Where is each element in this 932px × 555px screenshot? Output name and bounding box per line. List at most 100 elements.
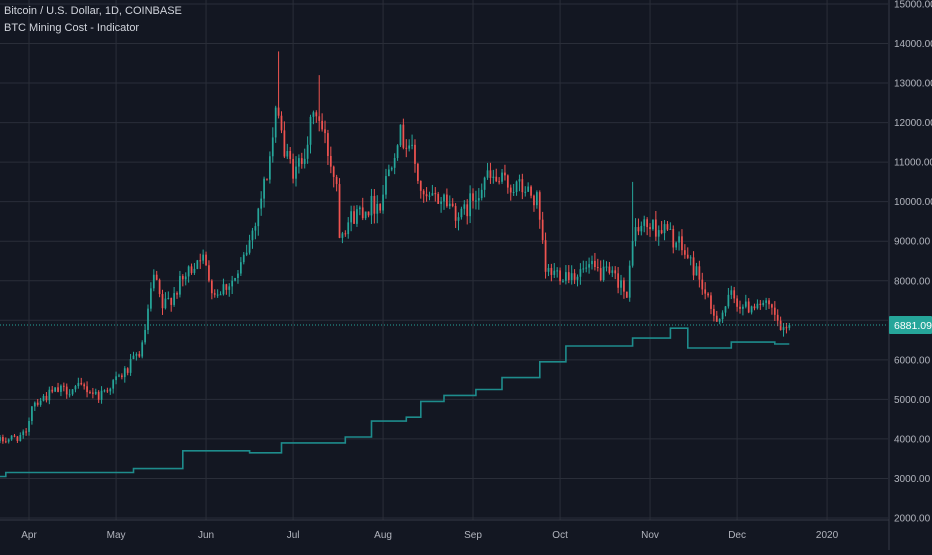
candle-body — [187, 266, 190, 277]
candle-body — [710, 295, 712, 309]
candle-body — [573, 273, 576, 280]
candle-body — [358, 207, 361, 210]
candle-body — [115, 376, 117, 381]
candle-body — [724, 306, 727, 313]
candle-body — [704, 289, 707, 294]
candle-body — [419, 180, 422, 191]
candle-body — [460, 208, 463, 218]
candle-body — [663, 224, 666, 234]
candle-body — [205, 254, 207, 266]
candle-body — [411, 144, 413, 146]
candle-body — [623, 280, 625, 292]
candle-body — [167, 297, 170, 299]
candle-body — [628, 265, 631, 298]
candle-body — [62, 385, 65, 387]
candle-body — [646, 219, 649, 228]
candle-body — [219, 294, 222, 296]
candle-body — [625, 291, 628, 298]
candle-body — [640, 225, 643, 232]
candle-body — [129, 359, 132, 373]
candle-body — [605, 266, 608, 268]
candle-body — [277, 107, 280, 116]
candle-body — [48, 389, 51, 401]
candle-body — [234, 278, 236, 281]
candle-body — [614, 270, 617, 274]
candle-body — [652, 219, 654, 230]
candle-body — [649, 227, 651, 230]
x-tick-label: Jun — [198, 530, 214, 541]
candle-body — [213, 293, 216, 295]
candle-body — [707, 293, 709, 296]
x-tick-label: Oct — [552, 530, 568, 541]
candle-body — [344, 233, 347, 235]
candle-body — [506, 175, 509, 188]
candle-body — [727, 294, 730, 307]
candle-body — [77, 382, 80, 387]
candle-body — [692, 257, 695, 276]
candle-body — [556, 270, 559, 272]
candle-body — [675, 242, 678, 248]
y-tick-label: 13000.00 — [894, 79, 932, 90]
candle-body — [51, 389, 54, 392]
candle-body — [686, 254, 689, 258]
candle-body — [286, 151, 289, 157]
candle-body — [637, 227, 640, 232]
candle-body — [42, 395, 45, 401]
candle-body — [10, 435, 13, 440]
candle-body — [544, 240, 547, 272]
candle-body — [588, 264, 590, 268]
candle-body — [31, 406, 33, 421]
candle-body — [681, 236, 683, 251]
candle-body — [773, 307, 776, 315]
candle-body — [298, 158, 300, 167]
candle-body — [446, 194, 448, 207]
candle-body — [361, 207, 364, 219]
candle-body — [91, 392, 94, 394]
x-tick-label: Sep — [464, 530, 482, 541]
candle-body — [396, 145, 399, 158]
candle-body — [718, 319, 721, 322]
candle-body — [138, 354, 141, 357]
candle-body — [454, 206, 457, 221]
candle-body — [118, 375, 120, 377]
candle-body — [527, 186, 530, 192]
candle-body — [210, 280, 213, 294]
candle-body — [28, 420, 30, 432]
candle-body — [535, 192, 538, 206]
candle-body — [747, 301, 750, 313]
candle-body — [477, 198, 480, 201]
candle-body — [457, 217, 460, 221]
candle-body — [269, 156, 271, 180]
candle-body — [202, 254, 205, 261]
candle-body — [672, 228, 675, 248]
candle-body — [199, 260, 202, 262]
candle-body — [489, 170, 492, 178]
candle-body — [33, 402, 36, 407]
x-tick-label: 2020 — [816, 530, 839, 541]
candle-body — [123, 368, 126, 378]
candle-body — [367, 211, 370, 216]
candle-body — [483, 177, 486, 190]
candle-body — [4, 441, 7, 443]
candle-body — [94, 391, 97, 394]
y-tick-label: 10000.00 — [894, 197, 932, 208]
candle-body — [338, 184, 341, 238]
candle-body — [65, 386, 68, 395]
candle-body — [596, 267, 599, 269]
candle-body — [283, 130, 286, 157]
y-tick-label: 14000.00 — [894, 39, 932, 50]
candle-body — [443, 194, 445, 202]
candle-body — [666, 224, 669, 230]
candle-body — [74, 386, 77, 390]
candle-body — [759, 303, 762, 306]
overlay: 6881.09 — [0, 316, 932, 335]
x-tick-label: Apr — [21, 530, 37, 541]
candle-body — [768, 300, 770, 305]
candle-body — [80, 382, 83, 385]
candle-body — [147, 308, 149, 330]
candle-body — [599, 268, 602, 280]
candle-body — [399, 124, 402, 146]
